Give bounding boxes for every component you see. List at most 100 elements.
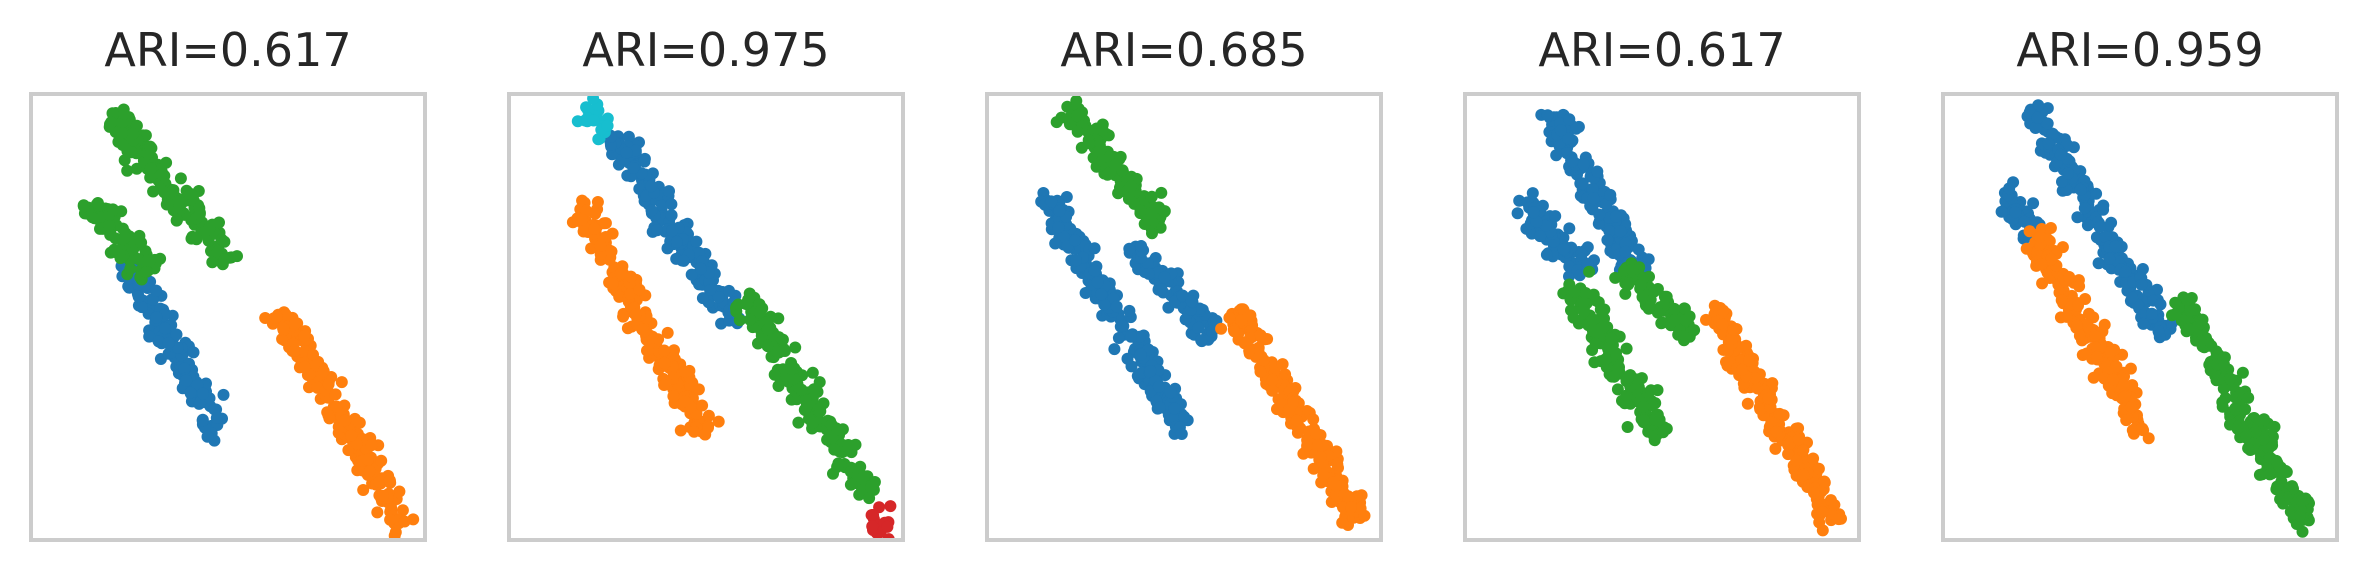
scatter-point (1155, 186, 1168, 199)
scatter-point (1816, 524, 1829, 537)
scatter-point (1135, 240, 1148, 252)
scatter-point (2078, 202, 2091, 215)
scatter-point (1290, 414, 1303, 427)
scatter-point (2055, 294, 2068, 307)
scatter-point (143, 330, 156, 343)
scatter-point (614, 267, 627, 280)
scatter-point (601, 119, 614, 132)
scatter-point (329, 388, 342, 401)
scatter-point (184, 386, 197, 399)
scatter-point (2286, 480, 2299, 493)
scatter-point (1254, 329, 1267, 342)
points-layer (1995, 99, 2315, 538)
scatter-point (2119, 265, 2132, 278)
scatter-point (2073, 329, 2086, 342)
scatter-point (1146, 227, 1158, 240)
panel-title: ARI=0.975 (582, 23, 829, 77)
scatter-point (1206, 325, 1219, 338)
scatter-point (800, 399, 813, 412)
scatter-point (377, 489, 390, 502)
scatter-point (1243, 345, 1256, 357)
scatter-point (162, 337, 175, 350)
scatter-point (1562, 132, 1574, 145)
scatter-point (1589, 337, 1602, 350)
scatter-point (674, 424, 687, 437)
panel-title: ARI=0.617 (104, 23, 351, 77)
scatter-point (1824, 494, 1837, 507)
scatter-point (1336, 516, 1349, 529)
scatter-point (170, 328, 183, 341)
scatter-point (1070, 96, 1083, 107)
scatter-point (1301, 434, 1314, 447)
scatter-point (270, 310, 283, 323)
scatter-point (622, 130, 635, 143)
scatter-point (2110, 360, 2123, 373)
scatter-point (1660, 290, 1673, 303)
scatter-point (678, 395, 691, 408)
scatter-point (761, 339, 774, 352)
scatter-point (135, 236, 148, 249)
scatter-point (603, 253, 616, 266)
scatter-point (2154, 298, 2167, 311)
scatter-point (2258, 413, 2270, 426)
scatter-point (184, 188, 197, 200)
scatter-point (2249, 426, 2262, 438)
scatter-point (1287, 396, 1299, 409)
scatter-point (2293, 509, 2306, 522)
scatter-point (1637, 414, 1650, 427)
scatter-point (813, 402, 826, 415)
scatter-point (1614, 225, 1627, 238)
scatter-point (1228, 325, 1241, 338)
scatter-point (190, 233, 203, 246)
scatter-point (1782, 448, 1795, 461)
scatter-point (661, 326, 674, 339)
scatter-point (1567, 311, 1580, 324)
scatter-point (624, 288, 637, 300)
scatter-point (147, 185, 160, 198)
scatter-point (2268, 420, 2281, 433)
scatter-point (1766, 377, 1779, 390)
scatter-panel-5: ARI=0.959 (1941, 23, 2339, 542)
scatter-point (2126, 291, 2139, 304)
points-layer (1511, 108, 1847, 537)
scatter-point (576, 213, 589, 226)
scatter-point (1069, 234, 1081, 247)
scatter-point (2104, 345, 2117, 358)
scatter-point (389, 526, 402, 538)
scatter-point (1102, 151, 1115, 163)
scatter-point (768, 368, 781, 381)
scatter-point (694, 262, 707, 275)
scatter-point (117, 107, 130, 120)
scatter-point (1648, 413, 1661, 426)
scatter-point (2060, 138, 2073, 151)
scatter-point (677, 254, 690, 267)
scatter-point (629, 144, 642, 157)
scatter-point (1310, 427, 1323, 440)
scatter-point (2090, 350, 2103, 363)
scatter-point (1195, 334, 1208, 347)
scatter-point (587, 96, 600, 105)
scatter-point (2257, 433, 2270, 446)
scatter-point (2031, 111, 2044, 124)
scatter-point (1669, 314, 1682, 327)
scatter-point (1096, 118, 1109, 131)
scatter-point (2073, 280, 2086, 293)
scatter-point (103, 219, 116, 232)
scatter-point (624, 270, 637, 283)
scatter-point (1235, 314, 1248, 327)
scatter-point (2029, 122, 2042, 134)
scatter-point (158, 186, 171, 199)
scatter-point (1741, 397, 1754, 410)
scatter-point (119, 231, 132, 244)
scatter-point (1586, 182, 1599, 195)
scatter-point (1070, 254, 1082, 267)
scatter-point (1310, 438, 1323, 451)
scatter-point (2098, 372, 2111, 385)
scatter-point (688, 425, 701, 438)
scatter-point (170, 214, 183, 227)
scatter-point (1123, 242, 1136, 255)
scatter-point (2118, 390, 2131, 403)
scatter-point (658, 357, 671, 370)
points-layer (1035, 96, 1371, 531)
scatter-point (699, 428, 712, 441)
